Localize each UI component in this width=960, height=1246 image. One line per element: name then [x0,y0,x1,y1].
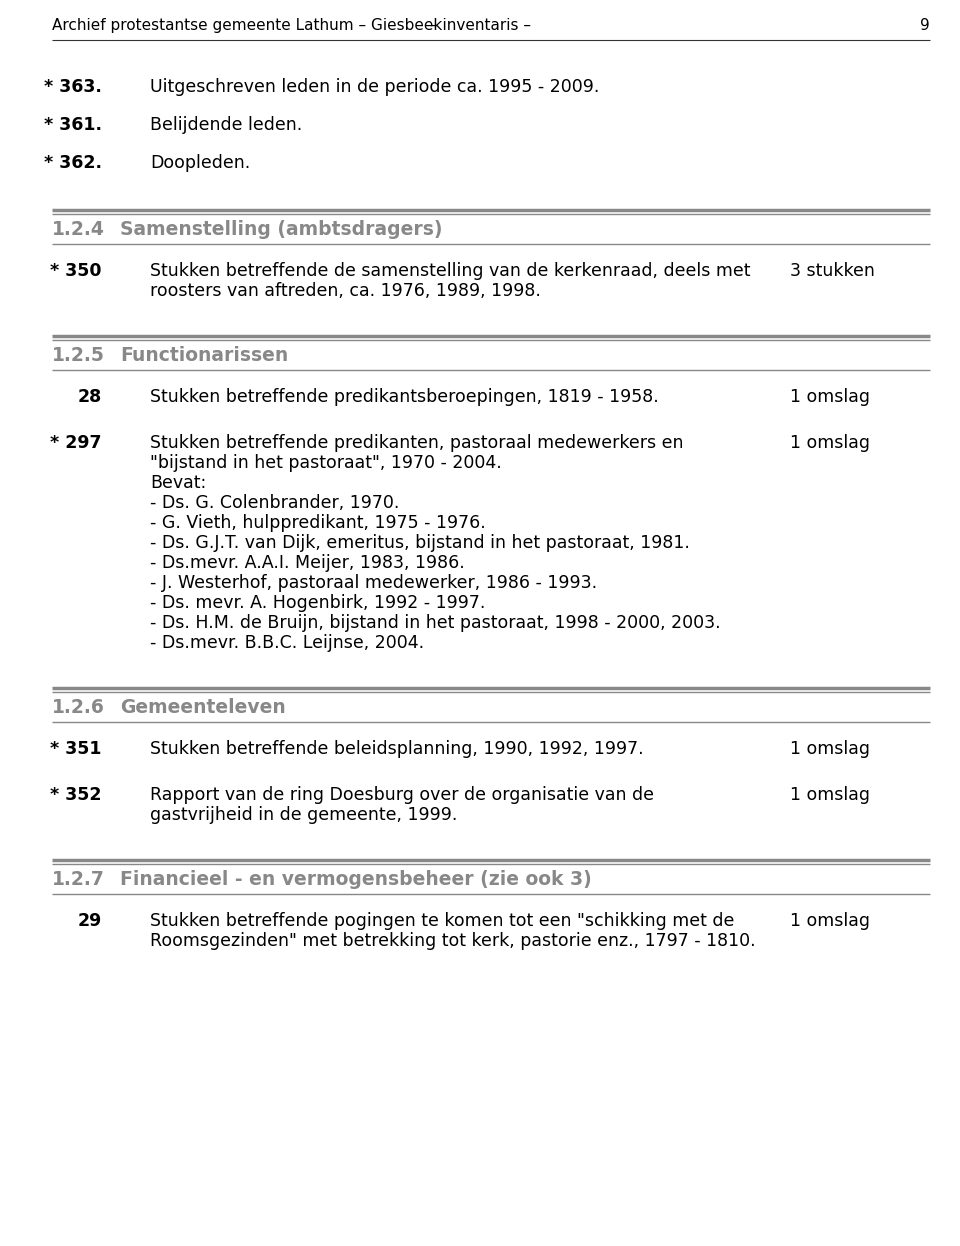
Text: - Ds.mevr. A.A.I. Meijer, 1983, 1986.: - Ds.mevr. A.A.I. Meijer, 1983, 1986. [150,554,465,572]
Text: 1.2.4: 1.2.4 [52,221,105,239]
Text: Doopleden.: Doopleden. [150,155,251,172]
Text: roosters van aftreden, ca. 1976, 1989, 1998.: roosters van aftreden, ca. 1976, 1989, 1… [150,282,540,300]
Text: * 350: * 350 [51,262,102,280]
Text: - G. Vieth, hulppredikant, 1975 - 1976.: - G. Vieth, hulppredikant, 1975 - 1976. [150,515,486,532]
Text: gastvrijheid in de gemeente, 1999.: gastvrijheid in de gemeente, 1999. [150,806,457,824]
Text: 1 omslag: 1 omslag [790,740,870,758]
Text: Belijdende leden.: Belijdende leden. [150,116,302,135]
Text: Samenstelling (ambtsdragers): Samenstelling (ambtsdragers) [120,221,443,239]
Text: * 363.: * 363. [44,78,102,96]
Text: - J. Westerhof, pastoraal medewerker, 1986 - 1993.: - J. Westerhof, pastoraal medewerker, 19… [150,574,597,592]
Text: 3 stukken: 3 stukken [790,262,875,280]
Text: Functionarissen: Functionarissen [120,346,288,365]
Text: Roomsgezinden" met betrekking tot kerk, pastorie enz., 1797 - 1810.: Roomsgezinden" met betrekking tot kerk, … [150,932,756,949]
Text: 9: 9 [921,17,930,32]
Text: 1.2.6: 1.2.6 [52,698,105,716]
Text: Stukken betreffende predikantsberoepingen, 1819 - 1958.: Stukken betreffende predikantsberoepinge… [150,388,659,406]
Text: 1 omslag: 1 omslag [790,434,870,452]
Text: 1 omslag: 1 omslag [790,912,870,930]
Text: Stukken betreffende de samenstelling van de kerkenraad, deels met: Stukken betreffende de samenstelling van… [150,262,751,280]
Text: * 352: * 352 [51,786,102,804]
Text: - Ds.mevr. B.B.C. Leijnse, 2004.: - Ds.mevr. B.B.C. Leijnse, 2004. [150,634,424,652]
Text: – inventaris –: – inventaris – [429,17,531,32]
Text: - Ds. G.J.T. van Dijk, emeritus, bijstand in het pastoraat, 1981.: - Ds. G.J.T. van Dijk, emeritus, bijstan… [150,535,690,552]
Text: * 361.: * 361. [44,116,102,135]
Text: Bevat:: Bevat: [150,473,206,492]
Text: Stukken betreffende beleidsplanning, 1990, 1992, 1997.: Stukken betreffende beleidsplanning, 199… [150,740,643,758]
Text: - Ds. G. Colenbrander, 1970.: - Ds. G. Colenbrander, 1970. [150,493,399,512]
Text: 1.2.5: 1.2.5 [52,346,105,365]
Text: * 362.: * 362. [44,155,102,172]
Text: 29: 29 [78,912,102,930]
Text: Stukken betreffende pogingen te komen tot een "schikking met de: Stukken betreffende pogingen te komen to… [150,912,734,930]
Text: * 297: * 297 [51,434,102,452]
Text: Uitgeschreven leden in de periode ca. 1995 - 2009.: Uitgeschreven leden in de periode ca. 19… [150,78,599,96]
Text: * 351: * 351 [51,740,102,758]
Text: "bijstand in het pastoraat", 1970 - 2004.: "bijstand in het pastoraat", 1970 - 2004… [150,454,502,472]
Text: 1.2.7: 1.2.7 [52,870,105,888]
Text: Archief protestantse gemeente Lathum – Giesbeek: Archief protestantse gemeente Lathum – G… [52,17,443,32]
Text: Stukken betreffende predikanten, pastoraal medewerkers en: Stukken betreffende predikanten, pastora… [150,434,684,452]
Text: Rapport van de ring Doesburg over de organisatie van de: Rapport van de ring Doesburg over de org… [150,786,654,804]
Text: 1 omslag: 1 omslag [790,388,870,406]
Text: 1 omslag: 1 omslag [790,786,870,804]
Text: Gemeenteleven: Gemeenteleven [120,698,286,716]
Text: Financieel - en vermogensbeheer (zie ook 3): Financieel - en vermogensbeheer (zie ook… [120,870,591,888]
Text: - Ds. H.M. de Bruijn, bijstand in het pastoraat, 1998 - 2000, 2003.: - Ds. H.M. de Bruijn, bijstand in het pa… [150,614,721,632]
Text: - Ds. mevr. A. Hogenbirk, 1992 - 1997.: - Ds. mevr. A. Hogenbirk, 1992 - 1997. [150,594,486,612]
Text: 28: 28 [78,388,102,406]
